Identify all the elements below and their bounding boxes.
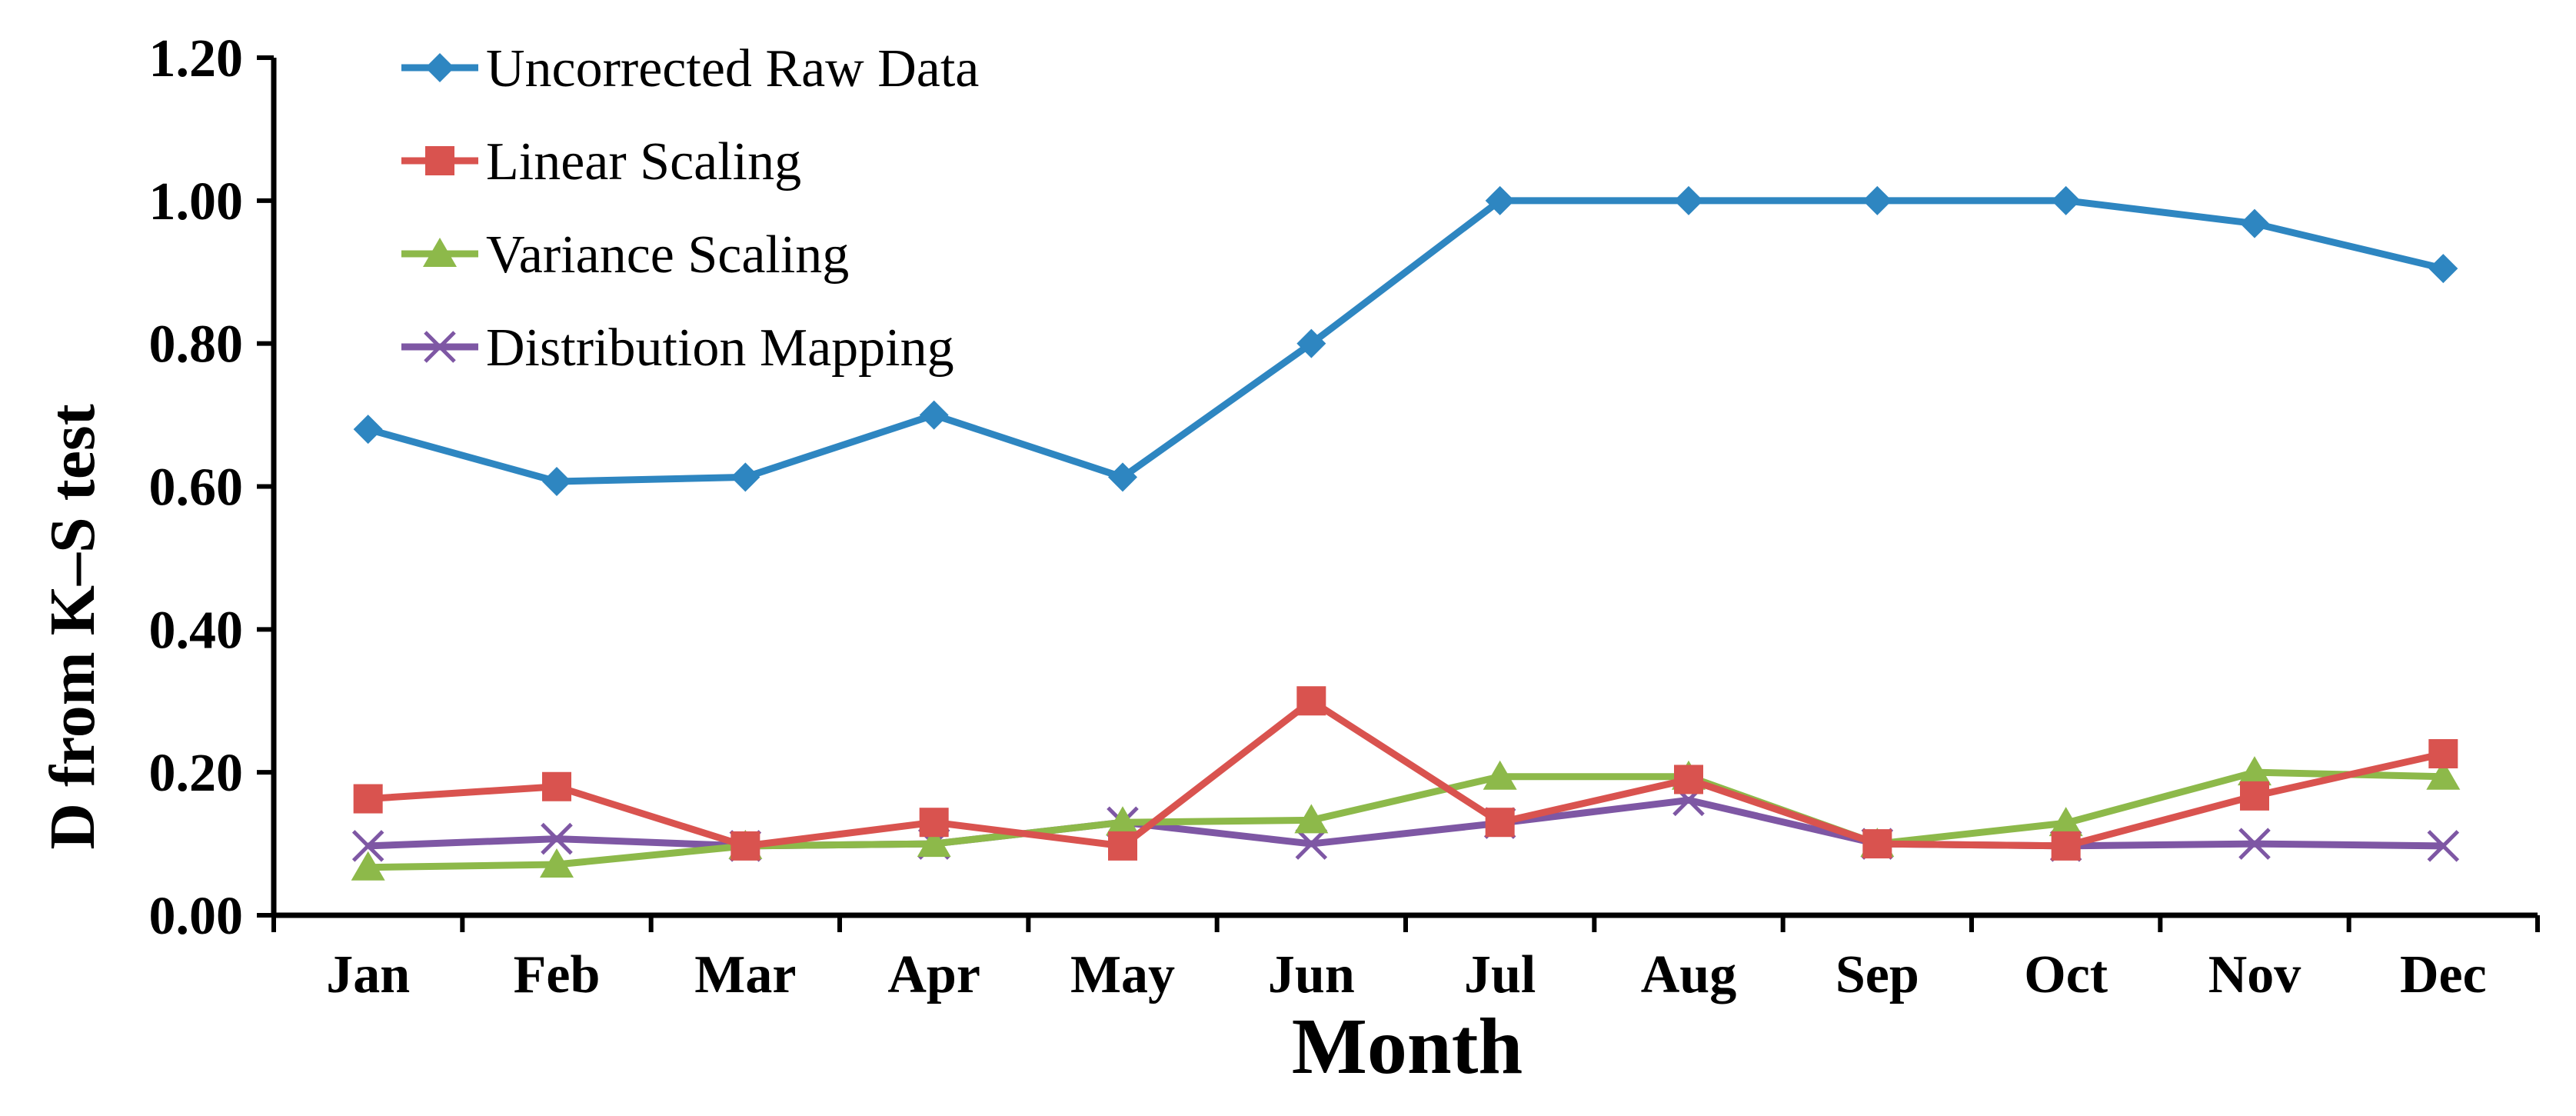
x-tick-label-jun: Jun xyxy=(1268,945,1355,1004)
data-point-distribution-mapping-feb xyxy=(541,822,573,855)
x-tick-label-mar: Mar xyxy=(694,945,796,1004)
data-point-variance-scaling-dec xyxy=(2426,760,2461,790)
legend-label: Distribution Mapping xyxy=(486,318,954,378)
series-line-uncorrected-raw-data xyxy=(367,197,2445,485)
legend-item-linear-scaling: Linear Scaling xyxy=(401,132,801,192)
series-layer xyxy=(351,185,2461,881)
data-point-uncorrected-raw-data-jun xyxy=(1296,328,1326,358)
data-point-uncorrected-raw-data-sep xyxy=(1862,185,1892,215)
data-point-linear-scaling-feb xyxy=(542,771,571,801)
series-line-linear-scaling xyxy=(368,697,2445,850)
data-point-uncorrected-raw-data-jan xyxy=(353,415,383,445)
axes: 0.00 0.20 0.40 0.60 0.80 1.00 1.20 Jan Feb Mar Apr… xyxy=(149,29,2540,1004)
legend: Uncorrected Raw Data Linear Scaling Varian… xyxy=(401,39,979,378)
legend-item-uncorrected-raw-data: Uncorrected Raw Data xyxy=(401,39,979,98)
data-point-linear-scaling-jun xyxy=(1296,686,1326,716)
x-tick-label-apr: Apr xyxy=(887,945,980,1004)
series-line-variance-scaling xyxy=(368,768,2444,871)
data-point-variance-scaling-oct xyxy=(2048,807,2083,837)
data-point-linear-scaling-jul xyxy=(1485,808,1515,838)
x-tick-label-sep: Sep xyxy=(1835,945,1919,1004)
y-tick-label: 0.20 xyxy=(149,744,244,803)
series-uncorrected-raw-data xyxy=(353,185,2458,496)
series-line-distribution-mapping xyxy=(368,796,2444,850)
x-tick-label-may: May xyxy=(1070,945,1175,1004)
y-axis-title: D from K–S test xyxy=(37,404,108,849)
data-point-linear-scaling-mar xyxy=(731,831,760,861)
y-tick-label: 1.20 xyxy=(149,29,244,88)
data-point-linear-scaling-jan xyxy=(353,784,383,814)
y-tick-label: 0.00 xyxy=(149,887,244,946)
legend-label: Uncorrected Raw Data xyxy=(486,39,979,98)
data-point-uncorrected-raw-data-nov xyxy=(2240,208,2269,238)
data-point-uncorrected-raw-data-feb xyxy=(542,466,571,496)
legend-marker xyxy=(425,146,454,175)
x-tick-label-dec: Dec xyxy=(2400,945,2487,1004)
series-linear-scaling xyxy=(353,686,2458,861)
data-point-uncorrected-raw-data-may xyxy=(1108,462,1137,492)
data-point-linear-scaling-aug xyxy=(1674,765,1703,795)
x-tick-label-nov: Nov xyxy=(2208,945,2301,1004)
legend-marker xyxy=(424,331,456,363)
data-point-uncorrected-raw-data-dec xyxy=(2428,254,2458,284)
legend-item-distribution-mapping: Distribution Mapping xyxy=(401,318,954,378)
data-point-uncorrected-raw-data-mar xyxy=(731,462,760,492)
series-variance-scaling xyxy=(351,756,2461,881)
x-axis-title: Month xyxy=(1292,1002,1523,1091)
legend-marker xyxy=(423,238,457,267)
x-tick-label-jul: Jul xyxy=(1464,945,1536,1004)
data-point-distribution-mapping-dec xyxy=(2427,830,2460,862)
data-point-linear-scaling-apr xyxy=(919,808,949,838)
y-tick-label: 1.00 xyxy=(149,172,244,232)
data-point-variance-scaling-may xyxy=(1106,806,1140,836)
data-point-uncorrected-raw-data-aug xyxy=(1674,185,1703,215)
data-point-variance-scaling-nov xyxy=(2238,756,2271,786)
data-point-linear-scaling-nov xyxy=(2240,781,2269,811)
y-tick-label: 0.40 xyxy=(149,601,244,660)
data-point-uncorrected-raw-data-jul xyxy=(1485,185,1515,215)
data-point-distribution-mapping-jan xyxy=(351,830,384,862)
x-tick-label-aug: Aug xyxy=(1641,945,1736,1004)
data-point-uncorrected-raw-data-oct xyxy=(2051,185,2081,215)
y-tick-label: 0.60 xyxy=(149,458,244,518)
data-point-variance-scaling-jan xyxy=(351,851,385,881)
legend-item-variance-scaling: Variance Scaling xyxy=(401,225,849,285)
data-point-linear-scaling-may xyxy=(1108,831,1137,861)
data-point-variance-scaling-jun xyxy=(1294,804,1329,834)
data-point-linear-scaling-dec xyxy=(2428,739,2458,769)
data-point-uncorrected-raw-data-apr xyxy=(919,400,949,430)
data-point-linear-scaling-sep xyxy=(1862,829,1892,859)
x-tick-label-feb: Feb xyxy=(514,945,601,1004)
data-point-variance-scaling-jul xyxy=(1483,760,1517,790)
legend-label: Linear Scaling xyxy=(486,132,801,192)
data-point-variance-scaling-feb xyxy=(540,848,574,878)
legend-marker xyxy=(425,53,454,82)
data-point-linear-scaling-oct xyxy=(2051,831,2081,861)
x-tick-label-oct: Oct xyxy=(2024,945,2108,1004)
data-point-variance-scaling-apr xyxy=(917,828,951,858)
x-tick-label-jan: Jan xyxy=(326,945,410,1004)
data-point-distribution-mapping-nov xyxy=(2238,828,2271,860)
data-point-distribution-mapping-jun xyxy=(1295,828,1328,860)
y-tick-label: 0.80 xyxy=(149,315,244,375)
legend-label: Variance Scaling xyxy=(486,225,849,285)
